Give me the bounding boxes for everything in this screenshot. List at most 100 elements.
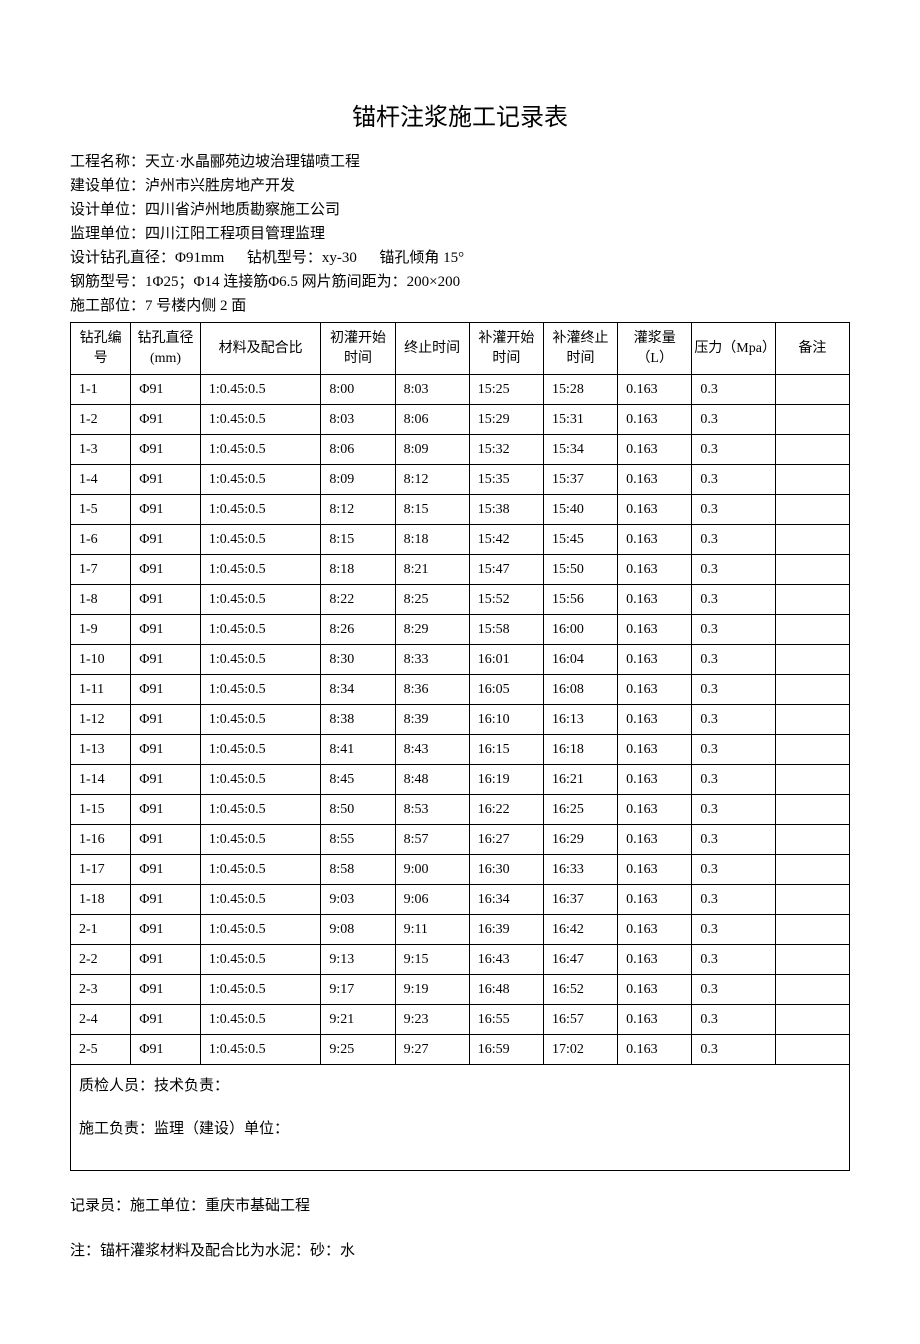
table-cell: 9:11 bbox=[395, 915, 469, 945]
table-cell: Φ91 bbox=[131, 1005, 201, 1035]
table-cell: 0.3 bbox=[692, 465, 775, 495]
table-cell: 8:18 bbox=[395, 525, 469, 555]
construction-unit-label: 建设单位： bbox=[70, 178, 145, 194]
table-cell bbox=[775, 885, 849, 915]
table-cell: 16:27 bbox=[469, 825, 543, 855]
rebar: 1Φ25；Φ14 连接筋Φ6.5 网片筋间距为：200×200 bbox=[145, 274, 460, 290]
table-cell: 1-4 bbox=[71, 465, 131, 495]
footer-line3: 记录员：施工单位：重庆市基础工程 bbox=[70, 1195, 850, 1218]
table-cell: Φ91 bbox=[131, 465, 201, 495]
table-cell: 0.3 bbox=[692, 915, 775, 945]
table-cell: 9:08 bbox=[321, 915, 395, 945]
table-cell bbox=[775, 825, 849, 855]
table-row: 1-9Φ911:0.45:0.58:268:2915:5816:000.1630… bbox=[71, 615, 850, 645]
table-cell: 2-2 bbox=[71, 945, 131, 975]
table-cell: Φ91 bbox=[131, 585, 201, 615]
table-cell: 8:12 bbox=[321, 495, 395, 525]
table-row: 1-3Φ911:0.45:0.58:068:0915:3215:340.1630… bbox=[71, 435, 850, 465]
table-cell: 1-13 bbox=[71, 735, 131, 765]
footer-line2: 施工负责：监理（建设）单位： bbox=[79, 1118, 841, 1141]
table-cell: 16:42 bbox=[543, 915, 617, 945]
table-cell bbox=[775, 405, 849, 435]
table-cell: 0.163 bbox=[618, 1035, 692, 1065]
table-cell: 15:34 bbox=[543, 435, 617, 465]
table-cell: 8:25 bbox=[395, 585, 469, 615]
table-cell: 0.3 bbox=[692, 525, 775, 555]
table-cell: 16:59 bbox=[469, 1035, 543, 1065]
anchor-angle-label: 锚孔倾角 bbox=[379, 250, 439, 266]
table-cell: 16:18 bbox=[543, 735, 617, 765]
table-cell bbox=[775, 915, 849, 945]
table-cell: 16:57 bbox=[543, 1005, 617, 1035]
table-row: 1-8Φ911:0.45:0.58:228:2515:5215:560.1630… bbox=[71, 585, 850, 615]
table-cell: 0.163 bbox=[618, 855, 692, 885]
table-cell: 8:15 bbox=[395, 495, 469, 525]
table-row: 2-3Φ911:0.45:0.59:179:1916:4816:520.1630… bbox=[71, 975, 850, 1005]
table-cell: 1:0.45:0.5 bbox=[200, 675, 321, 705]
construction-unit: 泸州市兴胜房地产开发 bbox=[145, 178, 295, 194]
table-cell: 0.163 bbox=[618, 495, 692, 525]
supervision-unit-label: 监理单位： bbox=[70, 226, 145, 242]
table-cell: Φ91 bbox=[131, 645, 201, 675]
table-row: 1-13Φ911:0.45:0.58:418:4316:1516:180.163… bbox=[71, 735, 850, 765]
table-cell: 16:37 bbox=[543, 885, 617, 915]
table-row: 2-2Φ911:0.45:0.59:139:1516:4316:470.1630… bbox=[71, 945, 850, 975]
table-cell: 8:12 bbox=[395, 465, 469, 495]
table-cell: Φ91 bbox=[131, 975, 201, 1005]
table-cell: 8:58 bbox=[321, 855, 395, 885]
table-cell: 0.3 bbox=[692, 645, 775, 675]
table-cell bbox=[775, 465, 849, 495]
table-cell: 1:0.45:0.5 bbox=[200, 375, 321, 405]
page-title: 锚杆注浆施工记录表 bbox=[70, 100, 850, 136]
table-cell: 1:0.45:0.5 bbox=[200, 975, 321, 1005]
table-cell: 1-6 bbox=[71, 525, 131, 555]
table-cell: 0.163 bbox=[618, 735, 692, 765]
table-cell: 0.3 bbox=[692, 435, 775, 465]
table-cell: 0.3 bbox=[692, 945, 775, 975]
table-cell: 2-1 bbox=[71, 915, 131, 945]
table-cell bbox=[775, 975, 849, 1005]
table-cell: 15:31 bbox=[543, 405, 617, 435]
table-cell: 0.163 bbox=[618, 525, 692, 555]
table-cell: 0.163 bbox=[618, 765, 692, 795]
table-cell: 0.3 bbox=[692, 825, 775, 855]
table-cell: 8:53 bbox=[395, 795, 469, 825]
table-cell: 8:09 bbox=[321, 465, 395, 495]
table-cell: 8:03 bbox=[321, 405, 395, 435]
table-cell: 0.3 bbox=[692, 585, 775, 615]
table-cell: 17:02 bbox=[543, 1035, 617, 1065]
table-cell: 16:05 bbox=[469, 675, 543, 705]
meta-construction-unit: 建设单位：泸州市兴胜房地产开发 bbox=[70, 174, 850, 198]
table-cell: 1-9 bbox=[71, 615, 131, 645]
table-row: 1-18Φ911:0.45:0.59:039:0616:3416:370.163… bbox=[71, 885, 850, 915]
table-cell: 0.3 bbox=[692, 885, 775, 915]
footer-line1: 质检人员：技术负责： bbox=[79, 1075, 841, 1098]
drill-model: xy-30 bbox=[322, 250, 357, 266]
table-head: 钻孔编号钻孔直径 (mm)材料及配合比初灌开始时间终止时间补灌开始时间补灌终止时… bbox=[71, 323, 850, 375]
meta-project: 工程名称：天立·水晶郦苑边坡治理锚喷工程 bbox=[70, 150, 850, 174]
table-cell: 16:01 bbox=[469, 645, 543, 675]
rebar-label: 钢筋型号： bbox=[70, 274, 145, 290]
table-cell: 15:52 bbox=[469, 585, 543, 615]
table-cell: 0.163 bbox=[618, 795, 692, 825]
supervision-unit: 四川江阳工程项目管理监理 bbox=[145, 226, 325, 242]
table-cell: 1:0.45:0.5 bbox=[200, 645, 321, 675]
table-cell: Φ91 bbox=[131, 705, 201, 735]
table-cell: 8:33 bbox=[395, 645, 469, 675]
design-diameter: Φ91mm bbox=[175, 250, 224, 266]
table-cell: 8:21 bbox=[395, 555, 469, 585]
table-cell: 9:19 bbox=[395, 975, 469, 1005]
table-cell: 16:25 bbox=[543, 795, 617, 825]
table-cell bbox=[775, 795, 849, 825]
table-cell: Φ91 bbox=[131, 525, 201, 555]
table-cell bbox=[775, 1035, 849, 1065]
table-cell: 8:50 bbox=[321, 795, 395, 825]
table-cell: 1:0.45:0.5 bbox=[200, 405, 321, 435]
table-cell: 1-11 bbox=[71, 675, 131, 705]
table-cell: 16:33 bbox=[543, 855, 617, 885]
table-cell: 0.3 bbox=[692, 675, 775, 705]
table-cell: 1:0.45:0.5 bbox=[200, 495, 321, 525]
table-cell: 0.163 bbox=[618, 615, 692, 645]
table-cell: 8:18 bbox=[321, 555, 395, 585]
meta-supervision-unit: 监理单位：四川江阳工程项目管理监理 bbox=[70, 222, 850, 246]
